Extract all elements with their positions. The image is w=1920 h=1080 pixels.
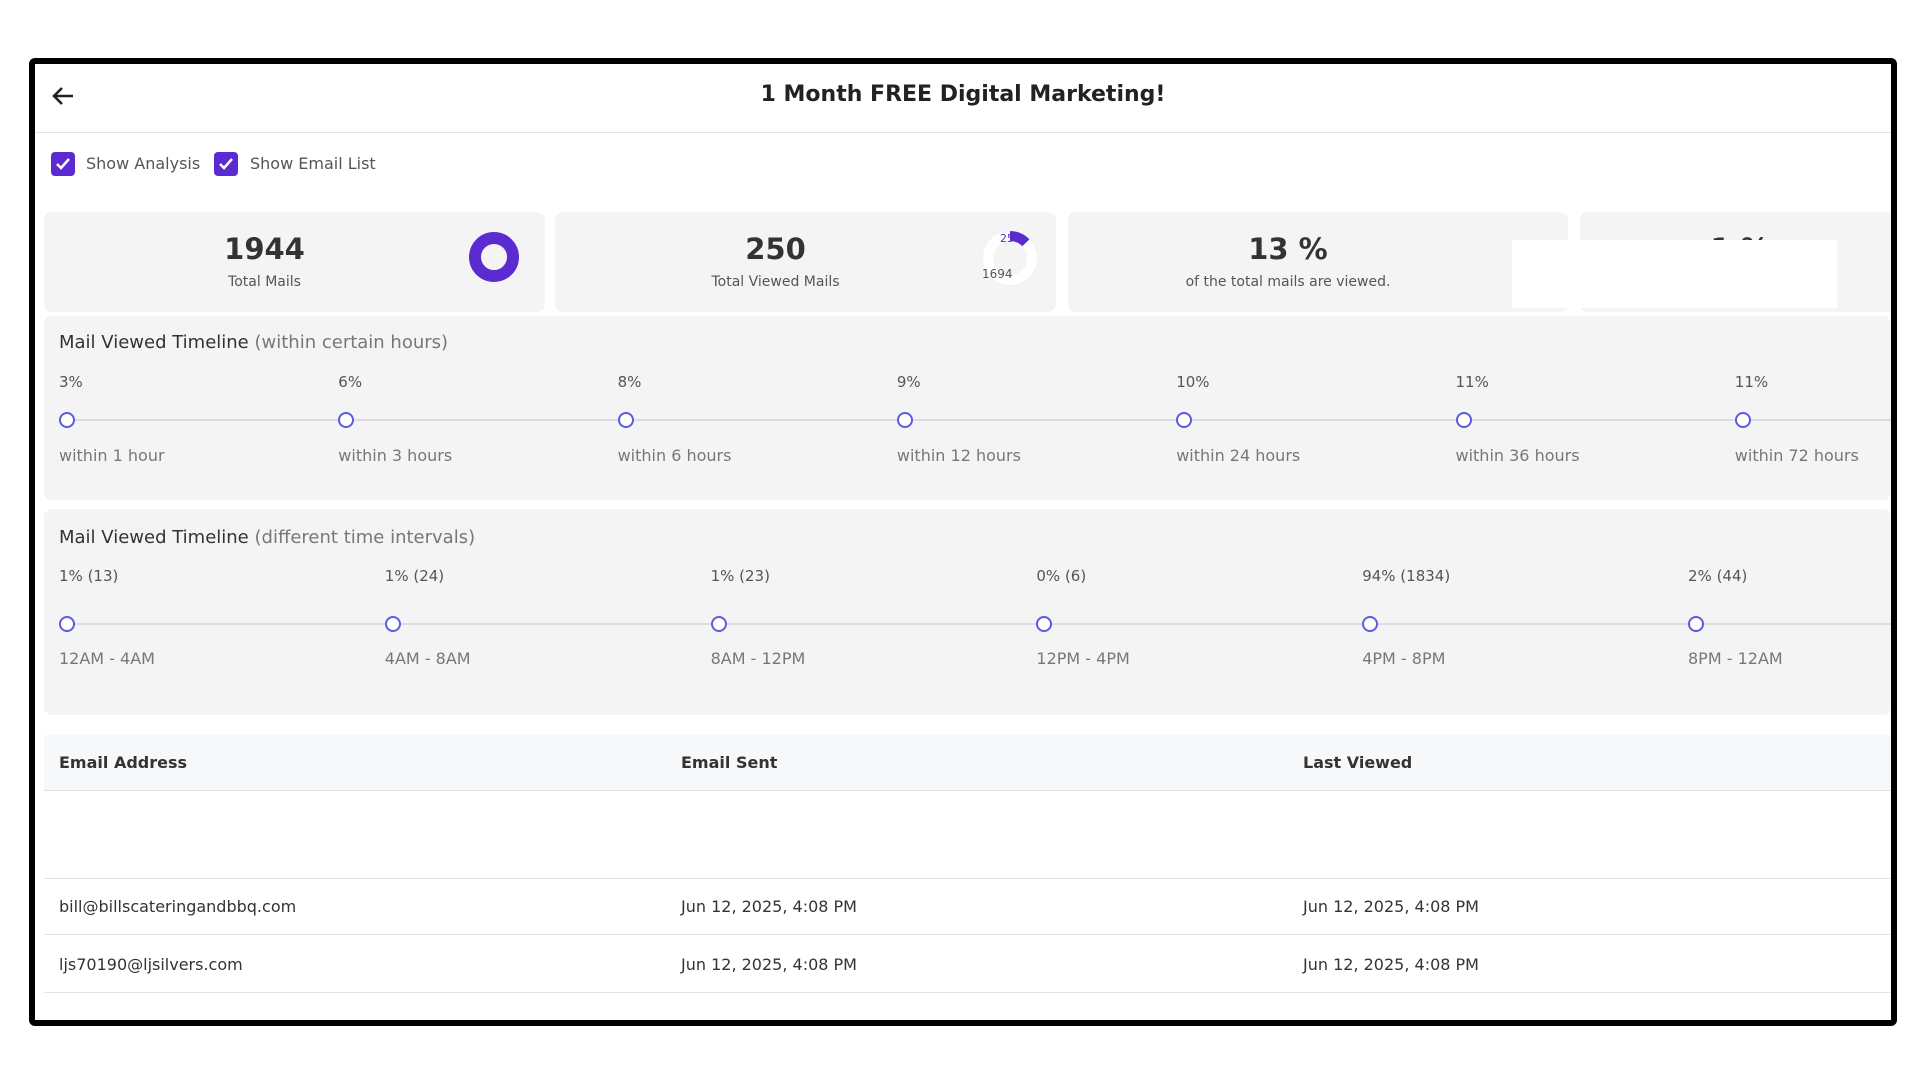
timeline-label: within 3 hours	[338, 446, 453, 465]
timeline-dot	[896, 412, 913, 428]
stat-label: Total Mails	[228, 274, 301, 290]
title: 1 Month FREE Digital Marketing!	[760, 82, 1166, 107]
title: Mail Viewed Timeline	[59, 332, 249, 353]
timeline-dot	[1734, 412, 1751, 428]
table-cell: Jun 12, 2025, 4:08 PM	[1303, 955, 1479, 974]
column-header: Email Sent	[681, 753, 778, 772]
donut-slice	[1009, 231, 1030, 247]
column-header: Email Address	[59, 753, 188, 772]
row-divider	[44, 992, 1891, 993]
timeline-title: Mail Viewed Timeline (within certain hou…	[59, 332, 448, 353]
timeline-value: 94% (1834)	[1362, 567, 1451, 585]
dialog: 1 Month FREE Digital Marketing! Show Ana…	[29, 58, 1897, 1026]
timeline-label: 8AM - 12PM	[710, 649, 806, 668]
stat-label: Total Viewed Mails	[711, 274, 840, 290]
timeline-label: 4PM - 8PM	[1362, 649, 1446, 668]
checkbox-label[interactable]: Show Email List	[250, 154, 376, 173]
timeline-track	[64, 623, 1891, 625]
checkbox[interactable]	[51, 152, 75, 176]
table-header	[44, 735, 1891, 790]
timeline-dot	[710, 616, 727, 632]
stat-value: 250	[745, 232, 806, 266]
timeline-dot	[338, 412, 355, 428]
timeline-value: 11%	[1734, 373, 1769, 391]
back-button[interactable]	[49, 82, 77, 110]
stat-value: 13 %	[1248, 232, 1328, 266]
timeline-label: within 36 hours	[1455, 446, 1580, 465]
timeline-value: 0% (6)	[1036, 567, 1087, 585]
overlay	[1512, 240, 1837, 308]
timeline-value: 1% (24)	[384, 567, 445, 585]
timeline-dot	[1362, 616, 1379, 632]
timeline-label: 12PM - 4PM	[1036, 649, 1130, 668]
timeline-dot	[59, 412, 75, 428]
table-cell: Jun 12, 2025, 4:08 PM	[681, 955, 857, 974]
stat-value: 1944	[224, 232, 305, 266]
timeline-dot	[1688, 616, 1704, 632]
timeline-label: 12AM - 4AM	[59, 649, 155, 668]
table-cell: Jun 12, 2025, 4:08 PM	[681, 897, 857, 916]
checkbox-label[interactable]: Show Analysis	[86, 154, 201, 173]
stat-label: of the total mails are viewed.	[1185, 274, 1391, 290]
row-divider	[44, 934, 1891, 935]
checkbox[interactable]	[214, 152, 238, 176]
subtitle: (different time intervals)	[254, 527, 476, 548]
stat-card: 250 Total Viewed Mails	[555, 212, 1056, 312]
table-cell: Jun 12, 2025, 4:08 PM	[1303, 897, 1479, 916]
timeline-track	[64, 419, 1891, 421]
table-cell: ljs70190@ljsilvers.com	[59, 955, 243, 974]
timeline-value: 8%	[617, 373, 642, 391]
donut-label: 1694	[982, 267, 1013, 281]
timeline-dot	[617, 412, 634, 428]
timeline-dot	[1455, 412, 1472, 428]
column-header: Last Viewed	[1303, 753, 1413, 772]
stat-card: 13 % of the total mails are viewed.	[1068, 212, 1568, 312]
timeline-label: within 24 hours	[1176, 446, 1301, 465]
timeline-panel: Mail Viewed Timeline (within certain hou…	[44, 316, 1891, 500]
donut-chart	[983, 231, 1037, 285]
timeline-value: 11%	[1455, 373, 1489, 391]
timeline-value: 9%	[896, 373, 921, 391]
timeline-dot	[59, 616, 75, 632]
divider	[44, 790, 1891, 791]
title: Mail Viewed Timeline	[59, 527, 249, 548]
timeline-label: within 72 hours	[1734, 446, 1859, 465]
timeline-label: 8PM - 12AM	[1688, 649, 1783, 668]
donut-slice	[983, 231, 1037, 285]
timeline-title: Mail Viewed Timeline (different time int…	[59, 527, 475, 548]
timeline-value: 10%	[1176, 373, 1210, 391]
timeline-label: within 12 hours	[896, 446, 1021, 465]
donut-label: 250	[1000, 232, 1021, 245]
timeline-label: within 1 hour	[59, 446, 165, 465]
timeline-value: 3%	[59, 373, 83, 391]
timeline-dot	[1036, 616, 1053, 632]
timeline-value: 1% (13)	[59, 567, 119, 585]
timeline-value: 1% (23)	[710, 567, 770, 585]
timeline-value: 2% (44)	[1688, 567, 1748, 585]
donut	[469, 232, 519, 282]
subtitle: (within certain hours)	[254, 332, 449, 353]
timeline-dot	[384, 616, 401, 632]
timeline-panel: Mail Viewed Timeline (different time int…	[44, 509, 1891, 715]
timeline-label: within 6 hours	[617, 446, 732, 465]
timeline-dot	[1176, 412, 1193, 428]
timeline-label: 4AM - 8AM	[384, 649, 471, 668]
table-cell: bill@billscateringandbbq.com	[59, 897, 297, 916]
divider	[44, 878, 1891, 879]
timeline-value: 6%	[338, 373, 363, 391]
divider	[35, 132, 1891, 133]
stat-card: 1944 Total Mails	[44, 212, 545, 312]
